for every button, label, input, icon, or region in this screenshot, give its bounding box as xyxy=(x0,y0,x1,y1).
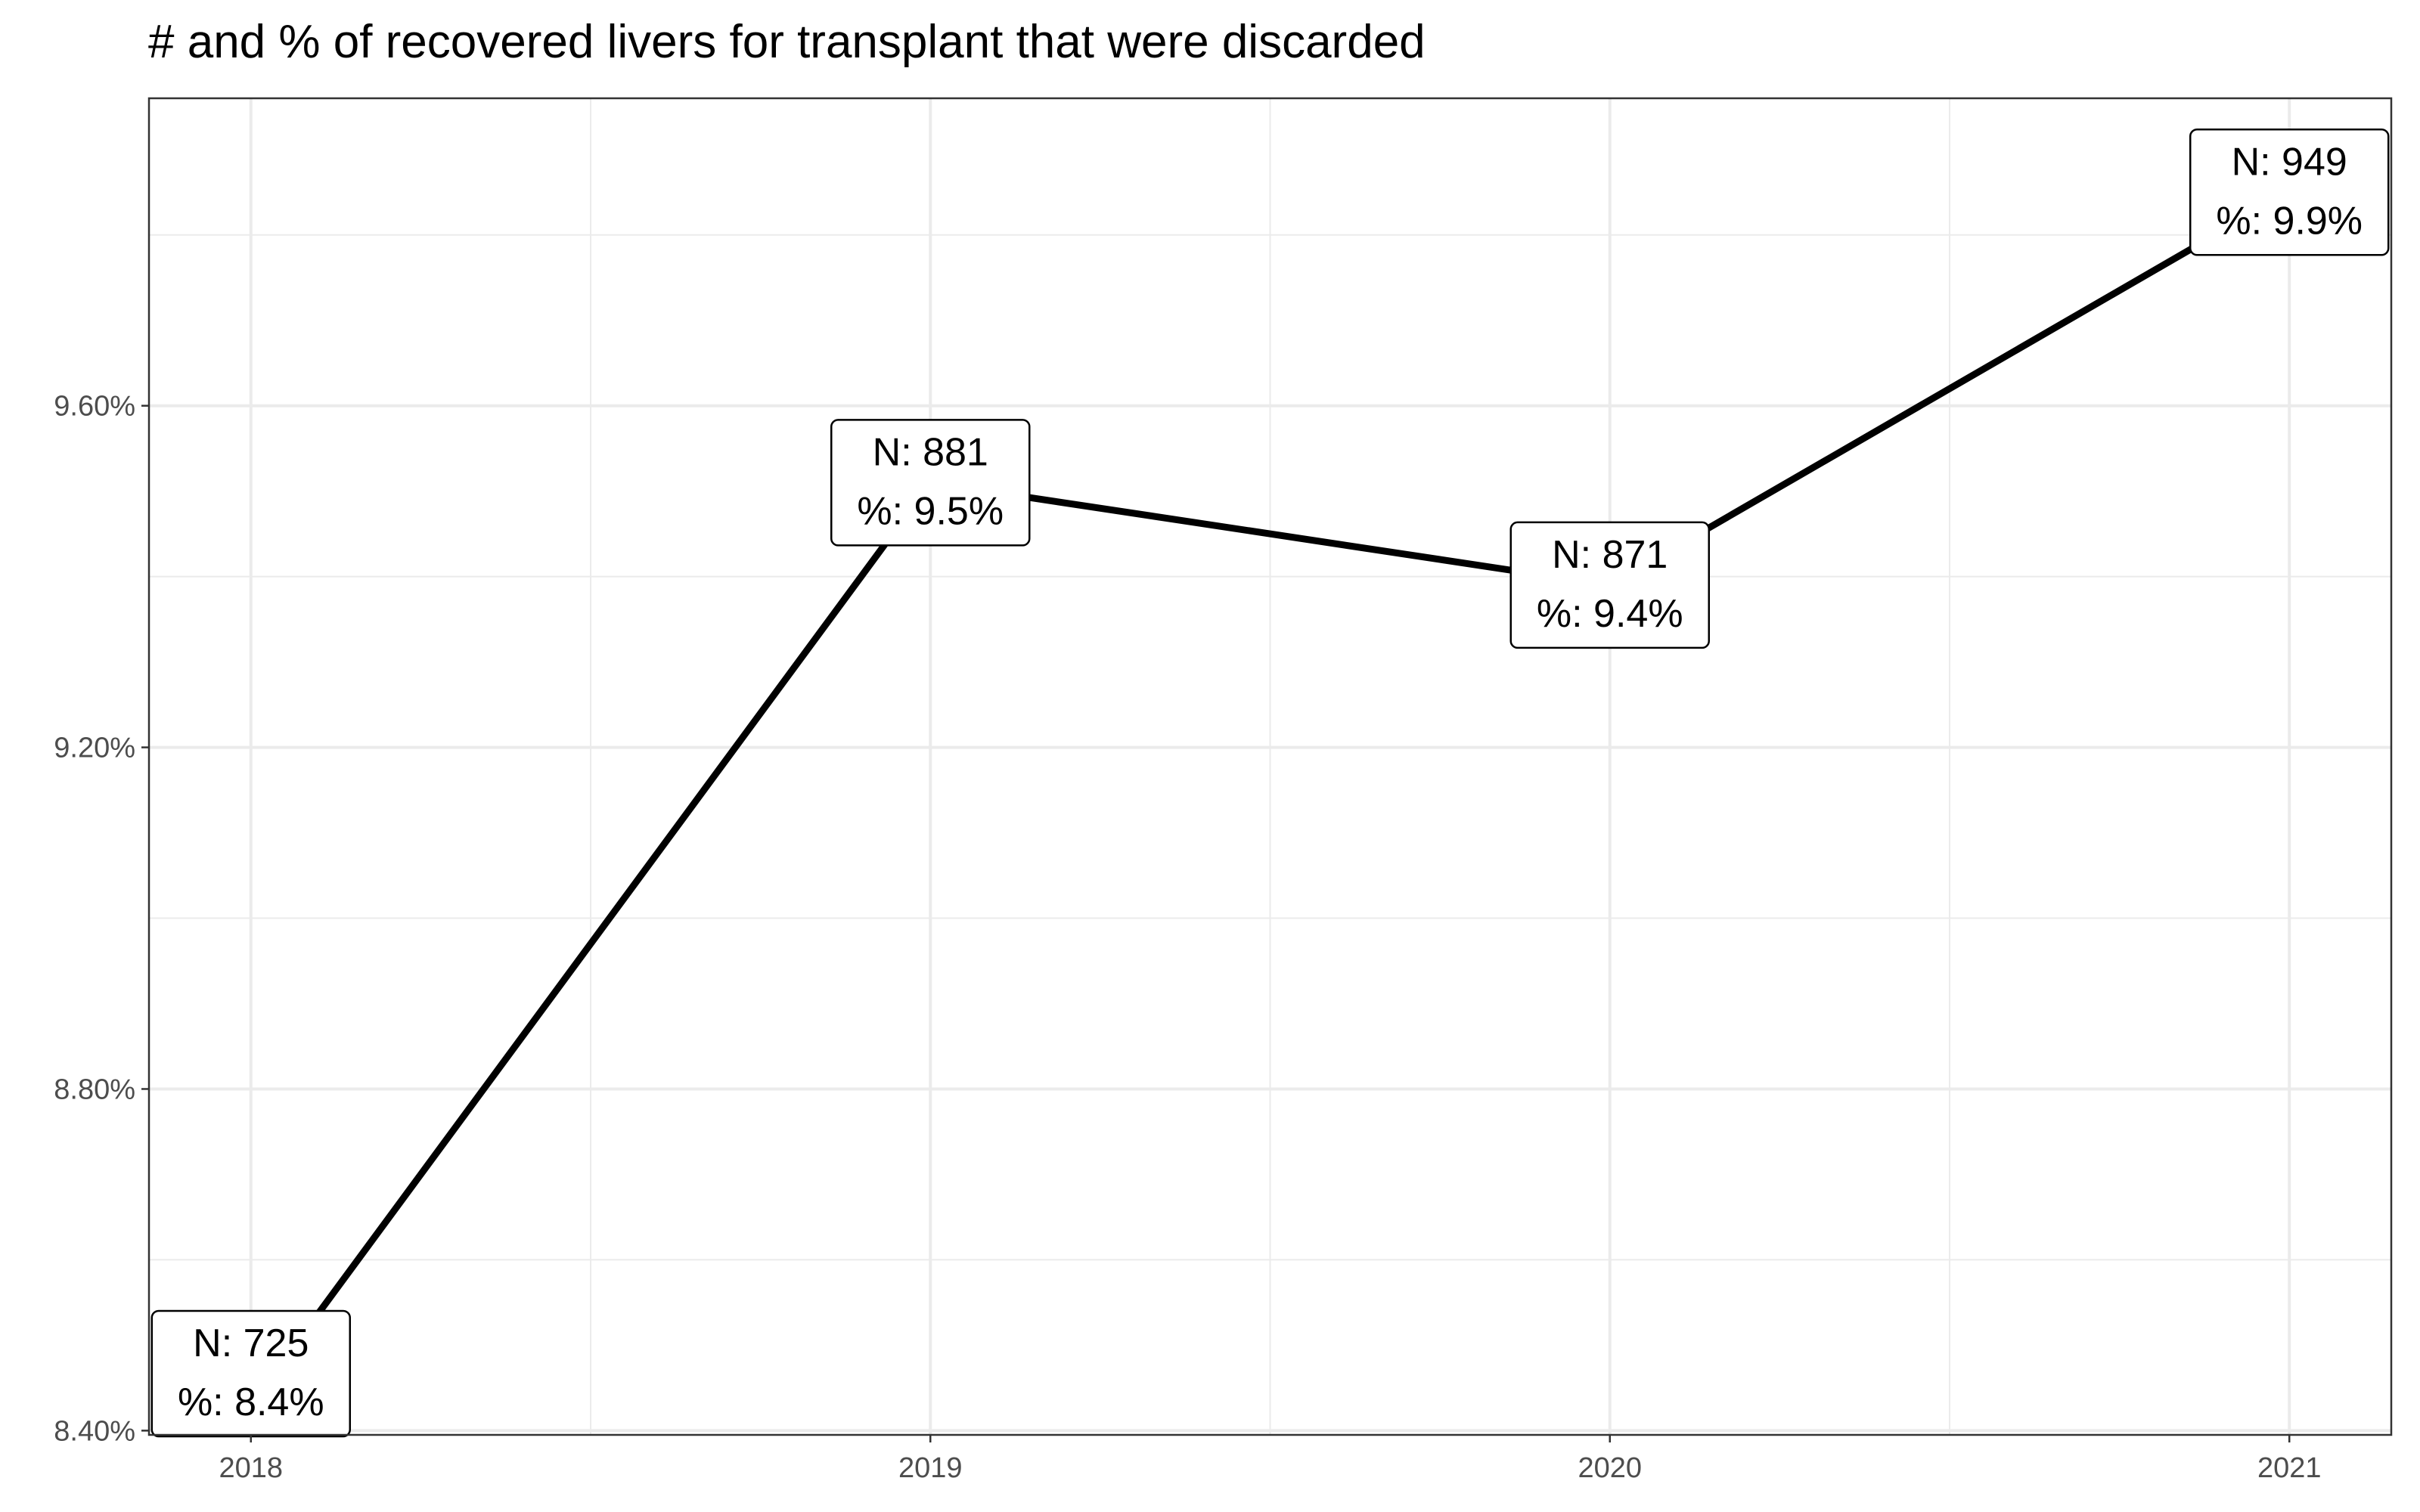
chart-title: # and % of recovered livers for transpla… xyxy=(148,16,1426,68)
x-tick-label: 2020 xyxy=(1578,1452,1642,1484)
major-gridlines xyxy=(149,98,2391,1435)
y-tick-label: 8.40% xyxy=(54,1415,135,1447)
data-label-percent: %: 9.4% xyxy=(1537,592,1683,636)
y-tick-label: 9.60% xyxy=(54,391,135,423)
minor-gridlines xyxy=(149,98,2391,1435)
data-label-count: N: 949 xyxy=(2232,140,2347,184)
axis-ticks: 2018 2019 2020 2021 8.40% 8.80% 9.20% 9.60% xyxy=(54,391,2321,1484)
data-label-count: N: 871 xyxy=(1552,533,1668,577)
series-line xyxy=(248,189,2291,1408)
data-label-percent: %: 9.5% xyxy=(857,489,1004,533)
data-label-box xyxy=(1509,521,1710,649)
y-tick-label: 9.20% xyxy=(54,733,135,764)
data-label-box xyxy=(2189,129,2390,256)
data-label-count: N: 725 xyxy=(193,1321,309,1365)
data-label: N: 871 %: 9.4% xyxy=(1509,521,1710,649)
data-label: N: 881 %: 9.5% xyxy=(830,419,1031,547)
data-label-box xyxy=(830,419,1031,547)
y-tick-label: 8.80% xyxy=(54,1074,135,1105)
data-label-count: N: 881 xyxy=(873,430,988,474)
x-tick-label: 2018 xyxy=(219,1452,283,1484)
data-labels: N: 725%: 8.4%N: 881%: 9.5%N: 871%: 9.4%N… xyxy=(150,129,2390,1438)
x-tick-label: 2021 xyxy=(2257,1452,2322,1484)
data-label: N: 725 %: 8.4% xyxy=(150,1309,352,1438)
series-layer xyxy=(248,189,2291,1408)
data-label-percent: %: 8.4% xyxy=(178,1380,324,1424)
data-label-percent: %: 9.9% xyxy=(2216,199,2363,243)
panel-border xyxy=(147,97,2393,1436)
data-label: N: 949 %: 9.9% xyxy=(2189,129,2390,256)
x-tick-label: 2019 xyxy=(898,1452,963,1484)
